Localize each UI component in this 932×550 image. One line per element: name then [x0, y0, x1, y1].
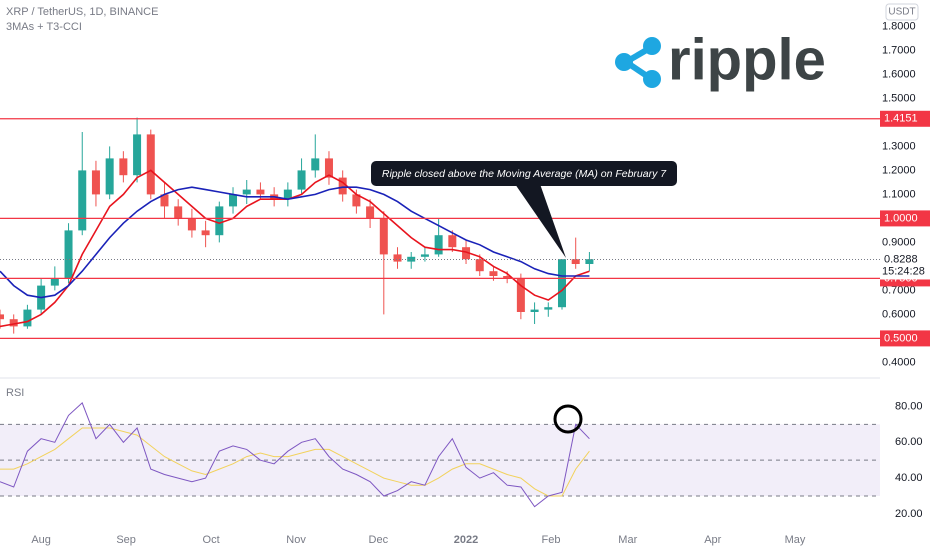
- candle-body: [311, 158, 320, 171]
- x-tick-label: Mar: [618, 534, 637, 546]
- candle-body: [338, 177, 347, 195]
- last-price-label: 0.8288: [884, 253, 918, 265]
- candle-body: [379, 218, 388, 255]
- x-tick-label: Feb: [542, 534, 561, 546]
- y-tick-label: 1.8000: [882, 20, 916, 32]
- candle-body: [119, 158, 128, 176]
- y-tick-label: 1.5000: [882, 92, 916, 104]
- x-tick-label: Sep: [116, 534, 136, 546]
- candle-body: [133, 134, 142, 176]
- candle-body: [393, 254, 402, 262]
- candle-body: [187, 218, 196, 231]
- candle-body: [462, 247, 471, 260]
- candle-body: [23, 309, 32, 327]
- rsi-ma: [0, 427, 590, 497]
- candle-body: [256, 189, 265, 195]
- y-tick-label: 60.00: [895, 436, 923, 448]
- y-tick-label: 1.3000: [882, 140, 916, 152]
- y-tick-label: 1.1000: [882, 188, 916, 200]
- logo-dot: [615, 53, 633, 71]
- countdown: 15:24:28: [882, 265, 925, 277]
- callout-box: [371, 161, 677, 186]
- indicator-label: 3MAs + T3-CCI: [6, 21, 82, 33]
- candle-body: [9, 319, 18, 327]
- y-tick-label: 1.6000: [882, 68, 916, 80]
- candle-body: [105, 158, 114, 195]
- rsi-label: RSI: [6, 387, 24, 399]
- highlight-circle: [553, 404, 583, 434]
- candle-body: [489, 271, 498, 276]
- moving-average: [0, 169, 590, 328]
- currency: USDT: [888, 7, 915, 18]
- candle-body: [201, 230, 210, 236]
- candle-body: [50, 278, 59, 286]
- level-tag: [880, 210, 930, 227]
- y-tick-label: 0.7000: [882, 284, 916, 296]
- candle-body: [366, 206, 375, 219]
- x-tick-label: Aug: [31, 534, 51, 546]
- x-tick-label: Nov: [286, 534, 306, 546]
- x-tick-label: Oct: [203, 534, 220, 546]
- candle-body: [503, 276, 512, 279]
- moving-average: [0, 186, 590, 299]
- candle-body: [146, 134, 155, 195]
- logo-text: ripple: [668, 27, 826, 92]
- candle-body: [585, 259, 594, 264]
- level-label: 0.5000: [884, 332, 918, 344]
- candle-body: [174, 206, 183, 219]
- y-tick-label: 1.7000: [882, 44, 916, 56]
- y-tick-label: 80.00: [895, 400, 923, 412]
- logo-dot: [643, 70, 661, 88]
- candle-body: [324, 158, 333, 178]
- candle-body: [530, 309, 539, 312]
- candle-body: [283, 189, 292, 200]
- candle-body: [352, 194, 361, 207]
- candle-body: [78, 170, 87, 231]
- callout-pointer: [515, 184, 566, 258]
- candle-body: [64, 230, 73, 279]
- y-tick-label: 20.00: [895, 508, 923, 520]
- candle-body: [215, 206, 224, 236]
- level-label: 1.4151: [884, 113, 918, 125]
- currency-box: [885, 3, 919, 21]
- logo: ripple: [615, 27, 826, 92]
- y-tick-label: 0.9000: [882, 236, 916, 248]
- y-tick-label: 40.00: [895, 472, 923, 484]
- candle-body: [557, 259, 566, 308]
- chart-title: XRP / TetherUS, 1D, BINANCE: [6, 6, 158, 18]
- y-tick-label: 0.6000: [882, 308, 916, 320]
- candle-body: [571, 259, 580, 264]
- level-tag: [880, 330, 930, 347]
- logo-dot: [643, 37, 661, 55]
- level-tag: [880, 110, 930, 127]
- candle-body: [544, 307, 553, 310]
- callout-text: Ripple closed above the Moving Average (…: [382, 168, 667, 180]
- x-tick-label: 2022: [454, 534, 478, 546]
- candle-body: [475, 259, 484, 272]
- last-price-tag: [880, 251, 932, 280]
- candle-body: [229, 194, 238, 207]
- candle-body: [242, 189, 251, 195]
- y-tick-label: 1.2000: [882, 164, 916, 176]
- candle-body: [516, 278, 525, 312]
- rsi-line: [0, 402, 590, 508]
- candle-body: [448, 235, 457, 248]
- candle-body: [160, 194, 169, 207]
- candle-body: [297, 170, 306, 190]
- candle-body: [91, 170, 100, 195]
- candle-body: [420, 254, 429, 257]
- x-tick-label: Dec: [369, 534, 389, 546]
- y-tick-label: 0.4000: [882, 356, 916, 368]
- x-tick-label: Apr: [704, 534, 721, 546]
- x-tick-label: May: [785, 534, 806, 546]
- level-label: 1.0000: [884, 212, 918, 224]
- candle-body: [0, 314, 4, 320]
- candle-body: [434, 235, 443, 255]
